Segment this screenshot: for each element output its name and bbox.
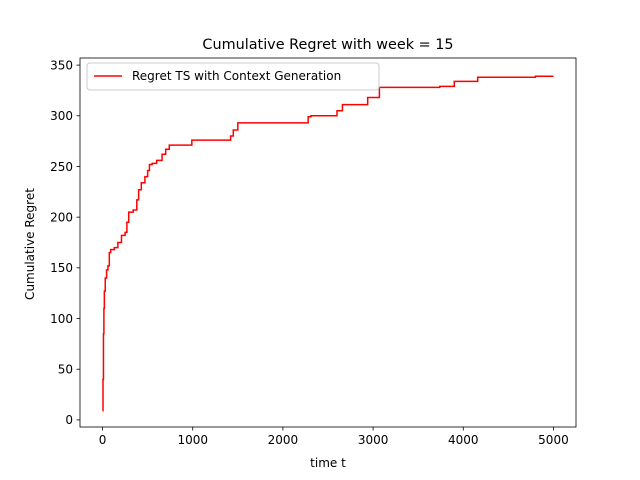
legend-label: Regret TS with Context Generation [132, 69, 341, 83]
x-axis-ticks: 0 1000 2000 3000 4000 5000 [99, 427, 569, 447]
x-tick-label: 0 [99, 433, 107, 447]
chart-title: Cumulative Regret with week = 15 [202, 37, 453, 53]
series-line-0 [102, 75, 554, 412]
y-tick-label: 250 [50, 160, 73, 174]
x-tick-label: 5000 [538, 433, 569, 447]
legend: Regret TS with Context Generation [86, 62, 380, 91]
y-tick-label: 200 [50, 210, 73, 224]
axes-frame [79, 57, 577, 428]
x-tick-label: 1000 [177, 433, 208, 447]
y-axis-ticks: 0 50 100 150 200 250 300 350 [50, 58, 80, 427]
x-tick-label: 4000 [448, 433, 479, 447]
y-tick-label: 300 [50, 109, 73, 123]
legend-box [86, 62, 380, 91]
plot-background [80, 58, 576, 427]
y-tick-label: 350 [50, 58, 73, 72]
x-tick-label: 3000 [358, 433, 389, 447]
x-axis-label: time t [310, 456, 346, 470]
y-tick-label: 0 [65, 413, 73, 427]
x-tick-label: 2000 [268, 433, 299, 447]
y-tick-label: 100 [50, 312, 73, 326]
y-tick-label: 50 [58, 363, 73, 377]
y-tick-label: 150 [50, 261, 73, 275]
y-axis-label: Cumulative Regret [23, 188, 37, 300]
plot-area [79, 57, 577, 428]
